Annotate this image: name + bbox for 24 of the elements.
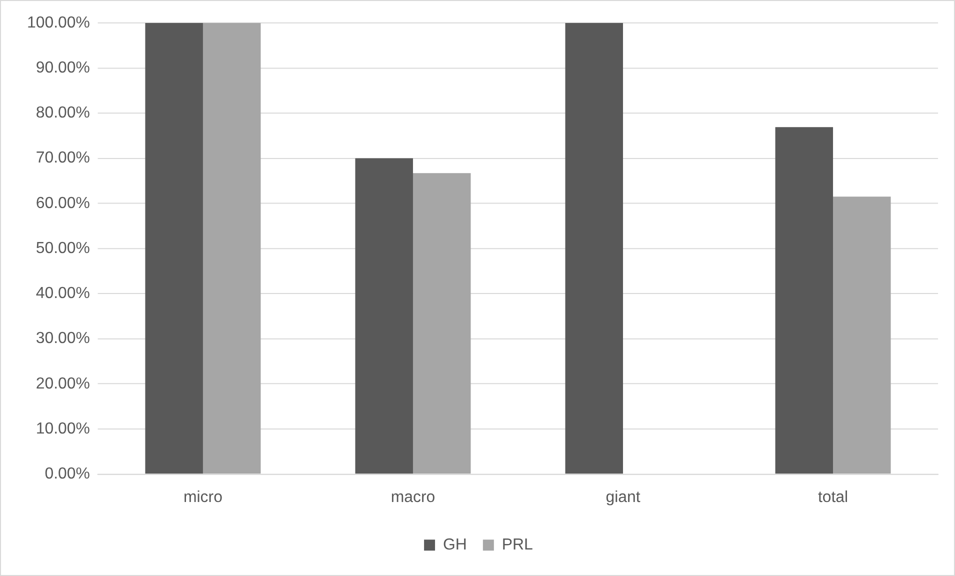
bar [355,158,413,474]
bar [833,196,891,474]
y-tick-label: 40.00% [36,285,90,302]
y-tick-label: 50.00% [36,240,90,257]
y-tick-label: 90.00% [36,59,90,76]
y-tick-label: 20.00% [36,375,90,392]
x-tick-label: total [818,489,848,506]
bar [565,22,624,474]
y-tick-label: 10.00% [36,420,90,438]
legend-label: GH [443,536,467,554]
y-tick-label: 0.00% [44,466,90,483]
x-tick-label: macro [390,489,436,506]
bar [775,127,834,474]
y-tick-label: 60.00% [36,194,90,212]
y-tick-label: 80.00% [36,104,90,122]
bar [145,22,203,474]
y-tick-label: 70.00% [36,150,90,167]
legend-label: PRL [502,536,534,554]
y-tick-label: 100.00% [27,14,90,32]
bar [202,22,261,474]
x-tick-label: micro [183,489,223,506]
y-tick-label: 30.00% [36,330,90,348]
bar [412,173,471,474]
x-tick-label: giant [606,489,641,506]
